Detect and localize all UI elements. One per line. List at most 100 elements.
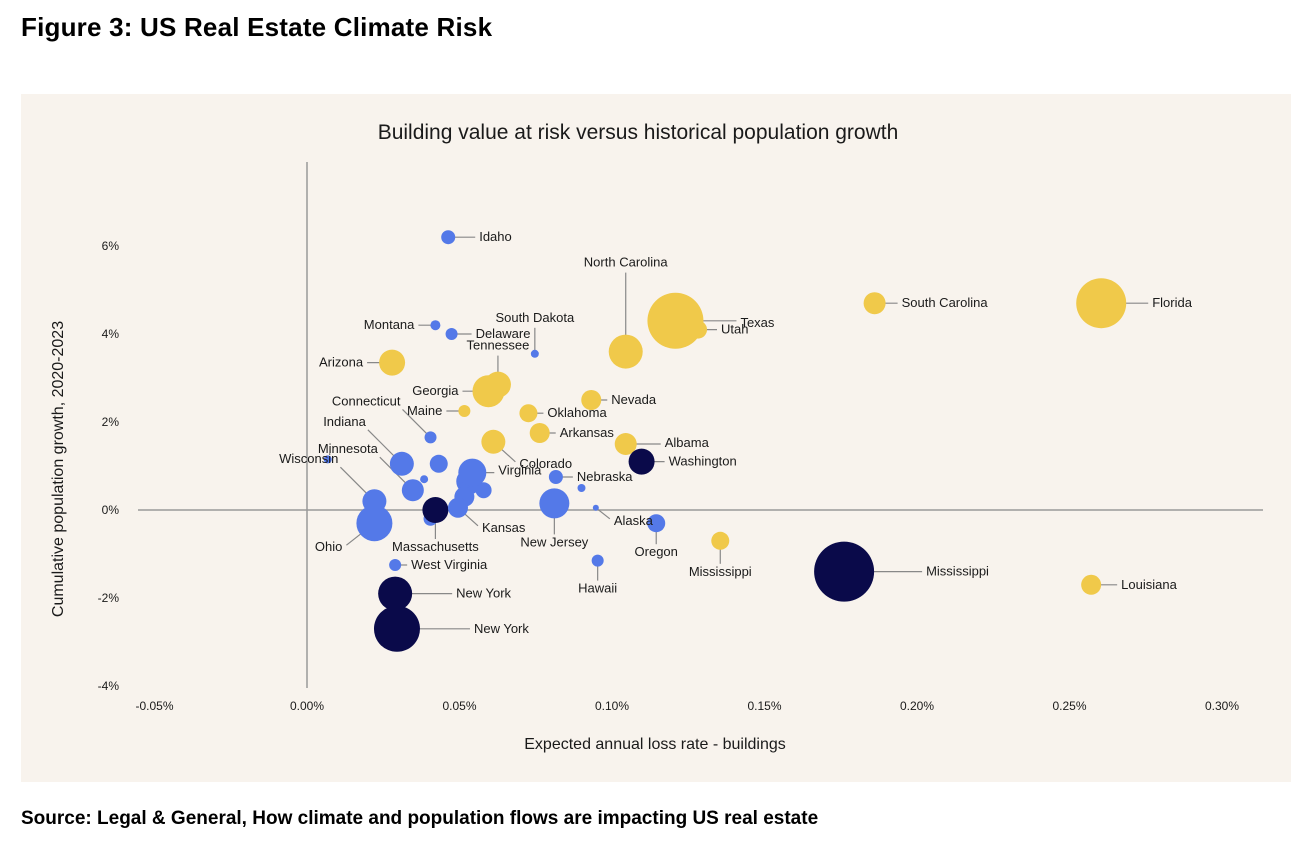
point-massachusetts xyxy=(422,497,449,523)
point-washington xyxy=(628,448,655,475)
point xyxy=(475,482,492,499)
data-points xyxy=(323,230,1127,652)
y-tick-label: -4% xyxy=(98,679,120,693)
point-label-south-carolina: South Carolina xyxy=(902,295,989,310)
point-texas xyxy=(647,292,704,349)
point-utah xyxy=(689,320,708,339)
leader-line xyxy=(402,408,431,438)
point-label-arizona: Arizona xyxy=(319,355,364,370)
point-label-new-jersey: New Jersey xyxy=(520,534,588,549)
point-label-minnesota: Minnesota xyxy=(318,441,379,456)
point-arizona xyxy=(379,349,406,376)
point-south-carolina xyxy=(863,292,886,315)
x-tick-label: 0.00% xyxy=(290,699,324,713)
y-tick-label: 2% xyxy=(102,415,120,429)
y-axis-label: Cumulative population growth, 2020-2023 xyxy=(50,321,67,617)
point-label-texas: Texas xyxy=(740,315,774,330)
point-oregon xyxy=(647,514,666,533)
point xyxy=(323,455,332,464)
point-label-massachusetts: Massachusetts xyxy=(392,539,479,554)
point-nebraska xyxy=(548,470,563,484)
point xyxy=(429,454,448,473)
point-label-idaho: Idaho xyxy=(479,229,512,244)
y-tick-label: 0% xyxy=(102,503,120,517)
point-label-ohio: Ohio xyxy=(315,539,342,554)
point-nevada xyxy=(581,390,602,410)
point-label-delaware: Delaware xyxy=(476,326,531,341)
point-north-carolina xyxy=(608,334,643,369)
point-label-utah: Utah xyxy=(721,322,748,337)
chart-title: Building value at risk versus historical… xyxy=(378,121,899,144)
point-connecticut xyxy=(424,431,437,444)
point-minnesota xyxy=(401,479,424,502)
point-label-louisiana: Louisiana xyxy=(1121,577,1177,592)
point xyxy=(420,475,429,484)
point-label-florida: Florida xyxy=(1152,295,1193,310)
y-tick-label: 6% xyxy=(102,239,120,253)
x-tick-label: 0.10% xyxy=(595,699,629,713)
point-colorado xyxy=(481,429,506,454)
point-new-york xyxy=(378,576,413,611)
point-label-connecticut: Connecticut xyxy=(332,393,401,408)
point-label-nevada: Nevada xyxy=(611,392,657,407)
point-montana xyxy=(430,320,441,331)
point-label-washington: Washington xyxy=(669,454,737,469)
point-idaho xyxy=(441,230,456,245)
point-label-wisconsin: Wisconsin xyxy=(279,451,338,466)
point-arkansas xyxy=(529,423,550,443)
point-label-tennessee: Tennessee xyxy=(466,338,529,353)
point-virginia xyxy=(458,458,487,487)
point-label-north-carolina: North Carolina xyxy=(584,255,669,270)
point-louisiana xyxy=(1081,574,1102,595)
point-label-arkansas: Arkansas xyxy=(560,425,615,440)
point-new-jersey xyxy=(539,488,570,519)
x-tick-label: 0.30% xyxy=(1205,699,1239,713)
point-label-nebraska: Nebraska xyxy=(577,469,633,484)
point-label-albama: Albama xyxy=(665,435,710,450)
point xyxy=(577,484,586,492)
x-tick-label: 0.05% xyxy=(442,699,476,713)
point-label-montana: Montana xyxy=(364,317,415,332)
point-label-maine: Maine xyxy=(407,403,442,418)
point-label-alaska: Alaska xyxy=(614,513,654,528)
figure-title: Figure 3: US Real Estate Climate Risk xyxy=(21,12,493,42)
point-label-kansas: Kansas xyxy=(482,520,526,535)
point-label-mississippi: Mississippi xyxy=(689,564,752,579)
point-label-colorado: Colorado xyxy=(519,456,572,471)
x-tick-label: -0.05% xyxy=(135,699,173,713)
y-tick-label: -2% xyxy=(98,591,120,605)
point-label-oklahoma: Oklahoma xyxy=(547,405,607,420)
axes xyxy=(138,162,1263,688)
point-delaware xyxy=(445,328,458,340)
point-georgia xyxy=(472,375,505,408)
point-label-south-dakota: South Dakota xyxy=(495,310,575,325)
point-label-west-virginia: West Virginia xyxy=(411,557,488,572)
chart-panel: Building value at risk versus historical… xyxy=(21,94,1291,782)
point-new-york xyxy=(373,605,420,652)
point-indiana xyxy=(389,451,414,476)
point-label-oregon: Oregon xyxy=(635,544,678,559)
source-note: Source: Legal & General, How climate and… xyxy=(21,808,819,829)
x-tick-label: 0.25% xyxy=(1052,699,1086,713)
point-label-georgia: Georgia xyxy=(412,383,459,398)
point-florida xyxy=(1076,278,1127,329)
scatter-chart: Building value at risk versus historical… xyxy=(50,121,1263,753)
point-south-dakota xyxy=(530,349,539,358)
point-mississippi xyxy=(814,541,875,602)
point-label-new-york: New York xyxy=(474,621,529,636)
x-tick-label: 0.15% xyxy=(747,699,781,713)
point-mississippi xyxy=(711,531,730,550)
point-alaska xyxy=(592,504,599,511)
point-label-indiana: Indiana xyxy=(323,414,366,429)
point-kansas xyxy=(447,497,468,518)
point-hawaii xyxy=(591,554,604,567)
point-oklahoma xyxy=(519,404,538,423)
point-maine xyxy=(458,405,471,417)
y-tick-label: 4% xyxy=(102,327,120,341)
point-label-hawaii: Hawaii xyxy=(578,581,617,596)
x-tick-label: 0.20% xyxy=(900,699,934,713)
tick-labels: -0.05% 0.00% 0.05% 0.10% 0.15% 0.20% 0.25% 0.30… xyxy=(98,239,1240,713)
point-label-mississippi: Mississippi xyxy=(926,564,989,579)
x-axis-label: Expected annual loss rate - buildings xyxy=(524,736,786,753)
